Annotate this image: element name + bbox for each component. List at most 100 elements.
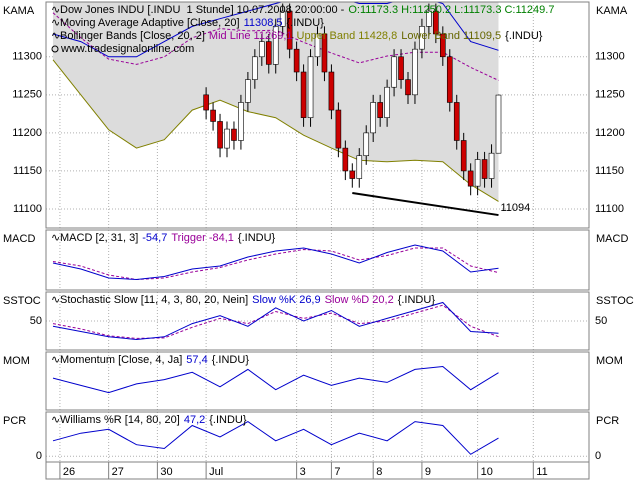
legend-text: Momentum [Close, 4, Ja]: [60, 354, 182, 366]
indicator-line: [52, 244, 499, 281]
panel: [52, 352, 534, 410]
y-tick-label: 11200: [12, 127, 42, 139]
y-tick-label: 11250: [12, 89, 42, 101]
legend-text: {.INDU}: [505, 30, 543, 42]
legend-line: Bollinger Bands [Close, 20, 2] Mid Line 1…: [60, 30, 543, 42]
candle-body: [488, 152, 495, 179]
legend-text: Dow Jones INDU [.INDU 1 Stunde] 10.07.20…: [60, 4, 345, 16]
watermark: www.tradesignalonline.com: [60, 43, 194, 55]
candle-body: [321, 33, 328, 73]
indicator-line: [52, 365, 499, 394]
legend-text: Slow %K 26,9: [252, 294, 320, 306]
panel-frame: [45, 1, 590, 229]
candle-body: [328, 71, 335, 111]
indicator-line: [52, 247, 499, 281]
x-tick-label: 11: [536, 466, 547, 478]
axis-label-right: PCR: [596, 415, 619, 427]
legend-text: 47,2: [184, 414, 205, 426]
y-tick-label-right: 50: [595, 315, 607, 327]
panel: [46, 2, 589, 228]
watermark-icon: [51, 45, 59, 53]
panel: [46, 292, 589, 350]
candle-body: [467, 170, 474, 187]
legend-line: Williams %R [14, 80, 20] 47,2 {.INDU}: [60, 414, 247, 426]
candle-body: [245, 79, 251, 103]
legend-icon: ∿: [51, 17, 60, 29]
candle-body: [356, 155, 363, 179]
x-tick-label: 9: [425, 466, 431, 478]
legend-text: Trigger -84,1: [171, 232, 234, 244]
candle-body: [495, 94, 502, 154]
axis-label: MACD: [3, 233, 35, 245]
legend-icon: ∿: [51, 294, 60, 306]
candle-body: [363, 132, 370, 157]
candle-body: [217, 121, 223, 149]
candle-body: [349, 170, 356, 179]
y-tick-label: 50: [30, 315, 42, 327]
legend-line: Moving Average Adaptive [Close, 20] 11308…: [60, 17, 324, 29]
candle-body: [398, 56, 404, 80]
candle-body: [481, 159, 488, 179]
legend-icon: ∿: [51, 30, 60, 42]
legend-text: Moving Average Adaptive [Close, 20]: [60, 17, 240, 29]
candle-body: [252, 56, 258, 80]
axis-label-right: SSTOC: [596, 295, 634, 307]
axis-label-right: MACD: [596, 233, 628, 245]
legend-text: Lower Band 11109,5: [401, 30, 501, 42]
x-tick-label: 7: [334, 466, 340, 478]
candle-body: [440, 33, 446, 58]
y-tick-label-right: 11200: [595, 127, 625, 139]
indicator-line: [52, 2, 499, 58]
legend-text: Mid Line 11269,1: [209, 30, 293, 42]
legend-text: {.INDU}: [398, 294, 436, 306]
candle-body: [307, 56, 314, 118]
candle-body: [231, 128, 237, 141]
candle-body: [224, 128, 230, 149]
legend-text: O:11173.3 H:11250.2 L:11173.3 C:11249.7: [348, 4, 554, 16]
legend-line: MACD [2, 31, 3] -54,7 Trigger -84,1 {.INDU}: [60, 232, 276, 244]
panel: [52, 230, 534, 290]
panel: [46, 412, 589, 462]
candle-body: [293, 48, 300, 73]
candle-body: [453, 102, 460, 141]
indicator-line: [52, 304, 499, 339]
legend-line: Momentum [Close, 4, Ja] 57,4 {.INDU}: [60, 354, 249, 366]
candle-body: [384, 86, 390, 118]
panel-frame: [45, 351, 590, 411]
axis-label: MOM: [3, 355, 30, 367]
candle-body: [265, 41, 272, 65]
annotation-label: 11094: [501, 202, 531, 214]
candle-body: [279, 10, 286, 27]
candle-body: [433, 10, 439, 35]
candle-body: [286, 10, 293, 50]
candle-body: [300, 71, 307, 118]
legend-text: Bollinger Bands [Close, 20, 2]: [60, 30, 205, 42]
x-axis-frame: [45, 461, 590, 480]
legend-text: {.INDU}: [287, 17, 325, 29]
x-tick-label: 26: [63, 466, 75, 478]
candle-body: [272, 26, 279, 65]
candle-body: [419, 26, 425, 50]
y-tick-label-right: 11100: [595, 203, 624, 215]
legend-line: Stochastic Slow [11, 4, 3, 80, 20, Nein]…: [60, 294, 435, 306]
candle-body: [210, 109, 216, 122]
y-tick-label-right: 11300: [595, 51, 625, 63]
candle-body: [412, 48, 418, 96]
legend-text: Williams %R [14, 80, 20]: [60, 414, 180, 426]
legend-icon: ∿: [51, 232, 60, 244]
y-tick-label-right: 0: [595, 450, 601, 462]
candle-body: [342, 147, 349, 172]
x-tick-label: 27: [112, 466, 124, 478]
x-tick-label: Jul: [209, 466, 223, 478]
candle-body: [370, 102, 376, 134]
axis-label-right: MOM: [596, 355, 623, 367]
legend-text: Upper Band 11428,8: [297, 30, 398, 42]
candle-body: [238, 102, 244, 141]
candle-body: [391, 56, 397, 88]
candle-body: [335, 109, 342, 149]
candle-body: [474, 159, 481, 187]
legend-icon: ∿: [51, 4, 60, 16]
legend-icon: ∿: [51, 414, 60, 426]
legend-text: {.INDU}: [212, 354, 250, 366]
